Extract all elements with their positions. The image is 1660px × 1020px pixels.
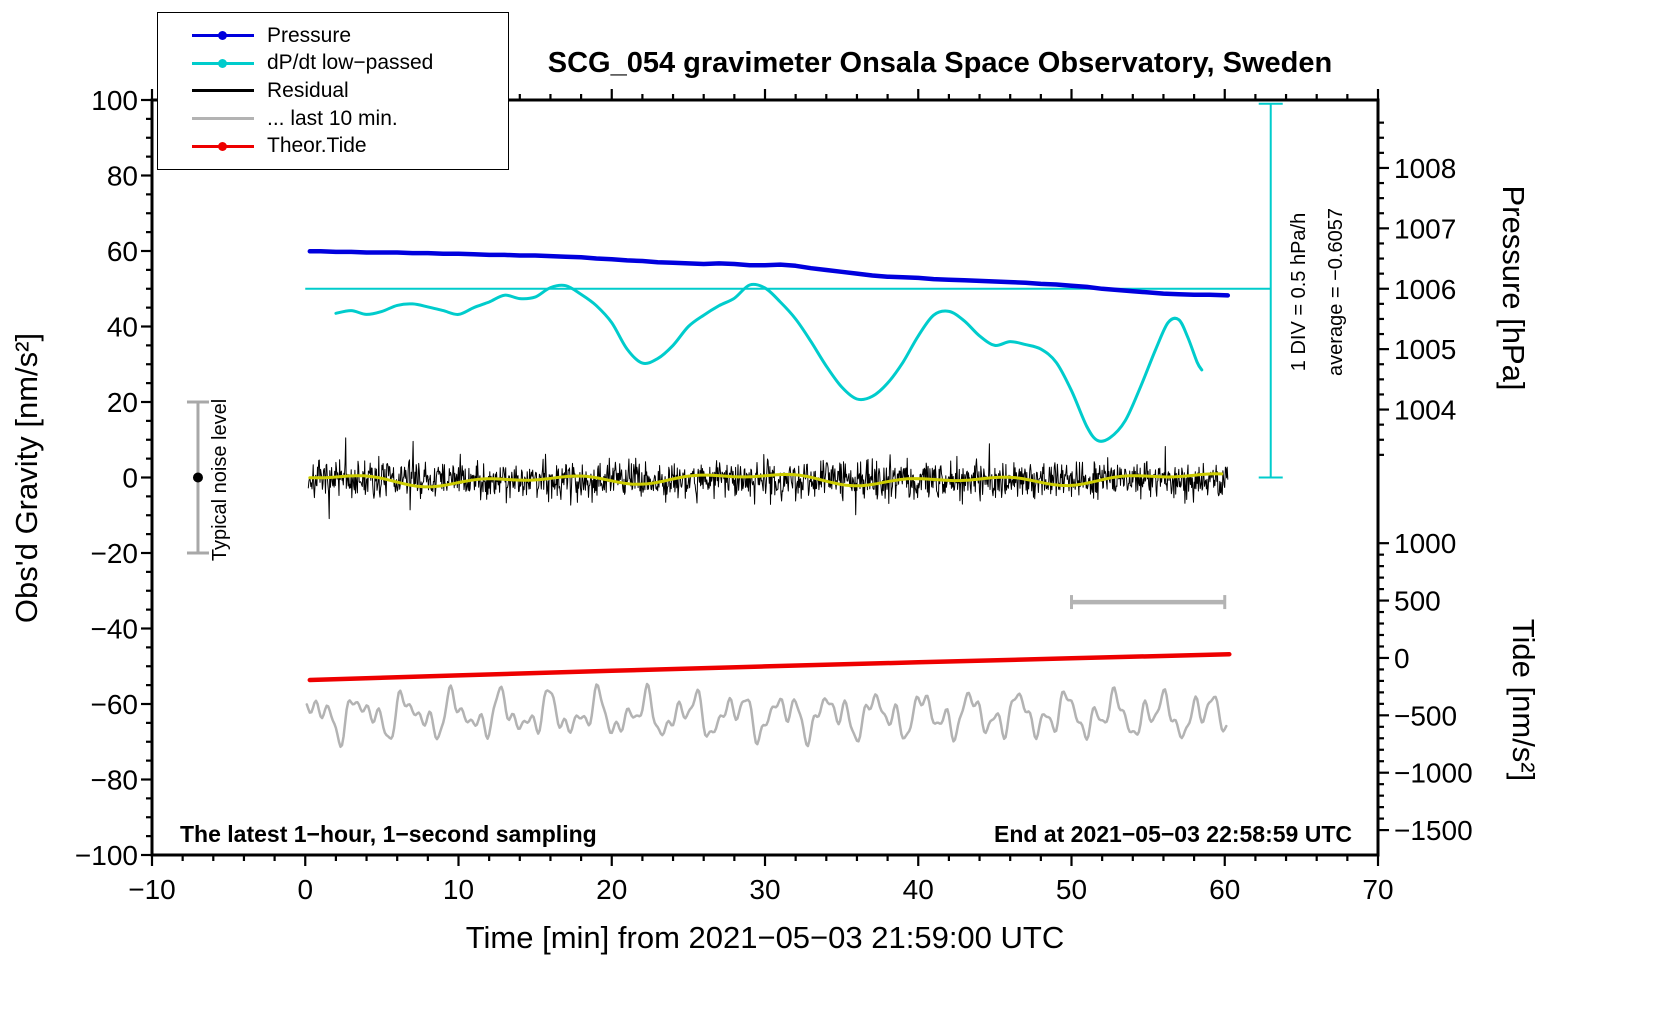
legend-item-tide: Theor.Tide [192, 134, 508, 158]
tick-label: 1006 [1394, 274, 1456, 305]
tick-label: 0 [1394, 643, 1410, 674]
div-scale-note: 1 DIV = 0.5 hPa/h [1288, 213, 1310, 371]
tick-label: 1007 [1394, 213, 1456, 244]
tick-label: −60 [91, 689, 139, 720]
noise-errorbar-dot [192, 472, 203, 483]
end-time-note: End at 2021−05−03 22:58:59 UTC [994, 821, 1352, 847]
tick-label: 20 [596, 874, 627, 905]
tick-label: 1000 [1394, 528, 1456, 559]
noise-level-note: Typical noise level [209, 399, 231, 561]
legend-tide-label: Theor.Tide [267, 134, 367, 158]
tick-label: −10 [128, 874, 176, 905]
series-residual [307, 437, 1229, 520]
average-note: average = −0.6057 [1325, 208, 1347, 376]
series-dpdt [334, 282, 1204, 443]
tick-label: 60 [1209, 874, 1240, 905]
legend-item-last10: ... last 10 min. [192, 107, 508, 131]
series-tide [307, 651, 1232, 683]
tick-label: 500 [1394, 586, 1441, 617]
tick-label: 1005 [1394, 334, 1456, 365]
plot-frame-layer [150, 98, 1380, 857]
legend-item-residual: Residual [192, 79, 508, 103]
legend-item-pressure: Pressure [192, 24, 508, 48]
tick-label: −80 [91, 765, 139, 796]
tick-label: −40 [91, 614, 139, 645]
legend-last10-label: ... last 10 min. [267, 106, 398, 130]
tick-label: 40 [903, 874, 934, 905]
series-last10 [305, 682, 1228, 749]
legend-dpdt-sample-icon [192, 58, 254, 69]
legend-pressure-label: Pressure [267, 23, 352, 47]
tick-label: 50 [1056, 874, 1087, 905]
tick-label: −20 [91, 538, 139, 569]
tick-label: −100 [75, 840, 138, 871]
tick-label: 70 [1362, 874, 1393, 905]
plot-frame [150, 98, 1380, 857]
axes-layer: −10 0 10 20 30 40 50 60 70−100−80−60−40−20020406… [75, 85, 1473, 905]
tick-label: −1000 [1394, 758, 1473, 789]
legend-tide-sample-icon [192, 141, 254, 152]
y-axis-title-gravity: Obs'd Gravity [nm/s²] [9, 333, 44, 623]
tick-label: −1500 [1394, 815, 1473, 846]
series-pressure [307, 249, 1231, 298]
series-layer [186, 102, 1283, 749]
sampling-note: The latest 1−hour, 1−second sampling [180, 821, 597, 847]
tick-label: 1004 [1394, 395, 1456, 426]
tick-label: 1008 [1394, 153, 1456, 184]
tick-label: 100 [91, 85, 138, 116]
y-axis-title-tide: Tide [nm/s²] [1506, 619, 1541, 782]
series-residual_mean [308, 472, 1224, 489]
legend-item-dpdt: dP/dt low−passed [192, 51, 508, 75]
y-axis-title-pressure: Pressure [hPa] [1496, 185, 1531, 390]
legend: Pressure dP/dt low−passed Residual ... last… [157, 12, 509, 170]
tick-label: −500 [1394, 700, 1457, 731]
legend-residual-sample-icon [192, 85, 254, 96]
tick-label: 10 [443, 874, 474, 905]
tick-label: 20 [107, 387, 138, 418]
tick-label: 0 [297, 874, 313, 905]
legend-dpdt-label: dP/dt low−passed [267, 51, 434, 75]
legend-pressure-sample-icon [192, 30, 254, 41]
chart-title: SCG_054 gravimeter Onsala Space Observat… [548, 47, 1332, 79]
legend-last10-sample-icon [192, 113, 254, 124]
tick-label: 40 [107, 312, 138, 343]
tick-label: 30 [749, 874, 780, 905]
tick-label: 0 [122, 463, 138, 494]
x-axis-title: Time [min] from 2021−05−03 21:59:00 UTC [466, 920, 1065, 955]
legend-residual-label: Residual [267, 78, 349, 102]
tick-label: 80 [107, 161, 138, 192]
tick-label: 60 [107, 236, 138, 267]
